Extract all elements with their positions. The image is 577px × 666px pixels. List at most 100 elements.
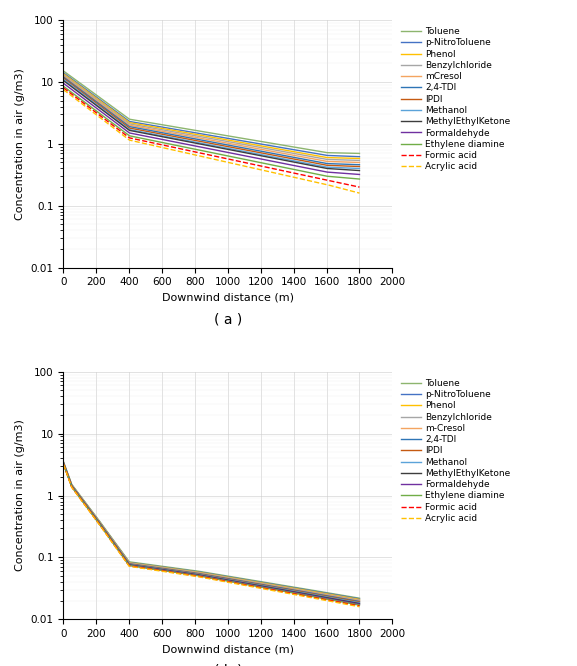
Acrylic acid xyxy=(284,172,291,180)
Phenol xyxy=(315,589,322,597)
Line: Phenol: Phenol xyxy=(63,463,359,599)
Toluene xyxy=(356,594,363,602)
MethylEthylKetone xyxy=(284,587,291,595)
Ethylene diamine xyxy=(78,496,85,504)
Ethylene diamine xyxy=(78,96,85,104)
Acrylic acid xyxy=(78,100,85,108)
MethylEthylKetone xyxy=(232,147,239,155)
Formic acid xyxy=(239,581,246,589)
Line: Toluene: Toluene xyxy=(63,71,359,153)
Ethylene diamine xyxy=(249,581,256,589)
MethylEthylKetone xyxy=(249,150,256,158)
Acrylic acid xyxy=(239,581,246,589)
MethylEthylKetone xyxy=(315,163,322,171)
Phenol xyxy=(284,583,291,591)
m-Cresol xyxy=(356,597,363,605)
m-Cresol xyxy=(60,459,67,467)
Formic acid xyxy=(315,594,322,602)
MethylEthylKetone xyxy=(315,592,322,600)
Toluene xyxy=(284,142,291,150)
Formaldehyde xyxy=(60,460,67,468)
Benzylchloride xyxy=(284,584,291,592)
Benzylchloride xyxy=(239,576,246,584)
m-Cresol xyxy=(284,584,291,592)
Methanol xyxy=(60,75,67,83)
Line: p-NitroToluene: p-NitroToluene xyxy=(63,73,359,157)
MethylEthylKetone xyxy=(284,157,291,165)
Ethylene diamine xyxy=(239,155,246,163)
p-NitroToluene xyxy=(356,595,363,603)
Line: Benzylchloride: Benzylchloride xyxy=(63,463,359,600)
Line: IPDI: IPDI xyxy=(63,78,359,166)
Toluene xyxy=(78,494,85,501)
Line: Acrylic acid: Acrylic acid xyxy=(63,90,359,193)
Benzylchloride xyxy=(356,157,363,165)
Ethylene diamine xyxy=(315,170,322,178)
Phenol xyxy=(232,137,239,145)
Line: Phenol: Phenol xyxy=(63,74,359,159)
Methanol xyxy=(232,577,239,585)
Legend: Toluene, p-NitroToluene, Phenol, Benzylchloride, m-Cresol, 2,4-TDI, IPDI, Methan: Toluene, p-NitroToluene, Phenol, Benzylc… xyxy=(399,376,513,525)
Methanol xyxy=(78,89,85,97)
Methanol xyxy=(249,149,256,157)
p-NitroToluene xyxy=(60,458,67,466)
IPDI xyxy=(78,495,85,503)
2,4-TDI xyxy=(249,146,256,154)
Line: IPDI: IPDI xyxy=(63,464,359,602)
Ethylene diamine xyxy=(249,157,256,165)
Y-axis label: Concentration in air (g/m3): Concentration in air (g/m3) xyxy=(15,420,25,571)
Benzylchloride xyxy=(284,149,291,157)
Toluene xyxy=(239,575,246,583)
Phenol xyxy=(78,494,85,502)
Toluene xyxy=(232,573,239,581)
Formic acid xyxy=(232,579,239,587)
m-Cresol xyxy=(249,578,256,586)
2,4-TDI xyxy=(284,153,291,161)
Line: Toluene: Toluene xyxy=(63,462,359,598)
p-NitroToluene xyxy=(78,83,85,91)
MethylEthylKetone xyxy=(239,149,246,157)
Acrylic acid xyxy=(356,189,363,197)
Phenol xyxy=(239,575,246,583)
Formaldehyde xyxy=(232,578,239,586)
Ethylene diamine xyxy=(232,154,239,162)
Toluene xyxy=(60,67,67,75)
p-NitroToluene xyxy=(315,588,322,596)
Benzylchloride xyxy=(232,575,239,583)
Line: MethylEthylKetone: MethylEthylKetone xyxy=(63,81,359,170)
p-NitroToluene xyxy=(239,575,246,583)
Formic acid xyxy=(356,183,363,191)
mCresol xyxy=(284,151,291,159)
Acrylic acid xyxy=(60,460,67,468)
MethylEthylKetone xyxy=(356,599,363,607)
Formic acid xyxy=(78,496,85,504)
mCresol xyxy=(239,142,246,150)
IPDI xyxy=(284,154,291,162)
MethylEthylKetone xyxy=(78,91,85,99)
m-Cresol xyxy=(232,575,239,583)
2,4-TDI xyxy=(60,73,67,81)
Benzylchloride xyxy=(78,85,85,93)
2,4-TDI xyxy=(60,459,67,467)
Formic acid xyxy=(249,582,256,590)
Toluene xyxy=(284,582,291,590)
IPDI xyxy=(232,576,239,584)
IPDI xyxy=(315,591,322,599)
IPDI xyxy=(315,160,322,168)
p-NitroToluene xyxy=(284,583,291,591)
mCresol xyxy=(60,72,67,80)
Phenol xyxy=(356,595,363,603)
Acrylic acid xyxy=(284,589,291,597)
Line: Formic acid: Formic acid xyxy=(63,88,359,187)
MethylEthylKetone xyxy=(60,460,67,468)
Phenol xyxy=(60,70,67,78)
2,4-TDI xyxy=(284,585,291,593)
Acrylic acid xyxy=(232,579,239,587)
Methanol xyxy=(356,599,363,607)
Line: Benzylchloride: Benzylchloride xyxy=(63,75,359,161)
p-NitroToluene xyxy=(249,577,256,585)
Methanol xyxy=(315,591,322,599)
Ethylene diamine xyxy=(232,579,239,587)
Line: Formaldehyde: Formaldehyde xyxy=(63,464,359,604)
IPDI xyxy=(78,88,85,96)
